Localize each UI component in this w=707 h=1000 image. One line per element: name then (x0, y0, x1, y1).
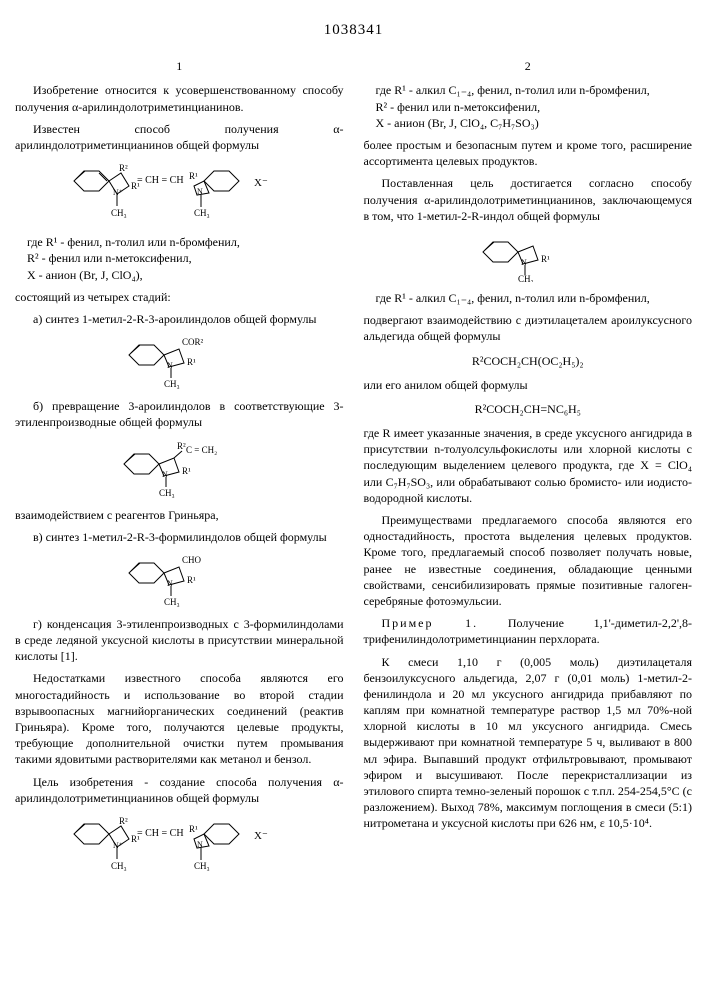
svg-text:N: N (197, 840, 203, 849)
para: состоящий из четырех стадий: (15, 289, 344, 305)
para: где R имеет указанные значения, в среде … (364, 425, 693, 506)
para: Поставленная цель достигается согласно с… (364, 175, 693, 224)
structure-formula-3: R² C = CH₂ R¹ N CH₃ (15, 439, 344, 499)
example-title: Пример 1. (382, 616, 479, 630)
text-formula-1: R²COCH₂CH(OC₂H₅)₂ (364, 353, 693, 369)
svg-text:N⁺: N⁺ (113, 188, 123, 197)
svg-text:N: N (197, 187, 203, 196)
svg-text:R²: R² (119, 163, 128, 173)
patent-number: 1038341 (15, 20, 692, 40)
two-column-layout: 1 Изобретение относится к усовершенствов… (15, 58, 692, 887)
svg-text:CHO: CHO (182, 555, 202, 565)
svg-text:CH₃: CH₃ (518, 274, 534, 282)
where-clause: где R¹ - алкил C₁₋₄, фенил, n-толил или … (364, 290, 693, 306)
svg-text:N: N (167, 579, 173, 588)
where-clause: где R¹ - алкил C₁₋₄, фенил, n-толил или … (364, 82, 693, 131)
svg-text:N: N (162, 470, 168, 479)
where-clause: где R¹ - фенил, n-толил или n-бромфенил,… (15, 234, 344, 283)
svg-text:R²: R² (177, 441, 186, 451)
para: в) синтез 1-метил-2-R-3-формилиндолов об… (15, 529, 344, 545)
svg-text:N: N (521, 258, 527, 267)
svg-text:CH₃: CH₃ (194, 861, 210, 871)
svg-text:CH₃: CH₃ (111, 861, 127, 871)
svg-text:COR²: COR² (182, 337, 204, 347)
svg-text:R¹: R¹ (187, 575, 196, 585)
para: Преимуществами предлагаемого способа явл… (364, 512, 693, 609)
svg-text:R¹: R¹ (541, 254, 550, 264)
para: г) конденсация 3-этиленпроизводных с 3-ф… (15, 616, 344, 665)
svg-text:X⁻: X⁻ (254, 177, 268, 189)
svg-text:C = CH₂: C = CH₂ (186, 445, 217, 455)
structure-formula-1: R² R¹ CH₃ N⁺ = CH = CH R¹ CH₃ N X⁻ (15, 161, 344, 226)
para: подвергают взаимодействию с диэтилацетал… (364, 312, 693, 344)
para: Цель изобретения - создание способа полу… (15, 774, 344, 806)
svg-text:R¹: R¹ (189, 824, 198, 834)
structure-formula-4: CHO R¹ N CH₃ (15, 553, 344, 608)
svg-text:CH₃: CH₃ (164, 379, 180, 389)
svg-text:N⁺: N⁺ (113, 841, 123, 850)
svg-text:= CH = CH: = CH = CH (137, 828, 184, 839)
svg-text:R¹: R¹ (187, 357, 196, 367)
structure-formula-6: R¹ N CH₃ (364, 232, 693, 282)
svg-text:CH₃: CH₃ (164, 597, 180, 607)
svg-text:R¹: R¹ (182, 466, 191, 476)
structure-formula-5: R² R¹ CH₃ N⁺ = CH = CH R¹ CH₃ N X⁻ (15, 814, 344, 879)
left-col-num: 1 (15, 58, 344, 74)
para: взаимодействием с реагентов Гриньяра, (15, 507, 344, 523)
para: б) превращение 3-ароилиндолов в соответс… (15, 398, 344, 430)
svg-text:CH₃: CH₃ (194, 208, 210, 218)
svg-text:X⁻: X⁻ (254, 830, 268, 842)
text-formula-2: R²COCH₂CH=NC₆H₅ (364, 401, 693, 417)
para: a) синтез 1-метил-2-R-3-ароилиндолов общ… (15, 311, 344, 327)
svg-text:R¹: R¹ (189, 171, 198, 181)
svg-text:CH₃: CH₃ (159, 488, 175, 498)
para: Изобретение относится к усовершенствован… (15, 82, 344, 114)
para: Недостатками известного способа являются… (15, 670, 344, 767)
svg-text:= CH = CH: = CH = CH (137, 175, 184, 186)
example-para: Пример 1. Получение 1,1'-диметил-2,2',8-… (364, 615, 693, 647)
para: или его анилом общей формулы (364, 377, 693, 393)
structure-formula-2: COR² R¹ N CH₃ (15, 335, 344, 390)
svg-text:N: N (167, 361, 173, 370)
para: Известен способ получения α-арилиндолотр… (15, 121, 344, 153)
para: более простым и безопасным путем и кроме… (364, 137, 693, 169)
para: К смеси 1,10 г (0,005 моль) диэтилацетал… (364, 654, 693, 832)
svg-text:CH₃: CH₃ (111, 208, 127, 218)
left-column: 1 Изобретение относится к усовершенствов… (15, 58, 344, 887)
right-col-num: 2 (364, 58, 693, 74)
right-column: 2 где R¹ - алкил C₁₋₄, фенил, n-толил ил… (364, 58, 693, 887)
svg-text:R²: R² (119, 816, 128, 826)
